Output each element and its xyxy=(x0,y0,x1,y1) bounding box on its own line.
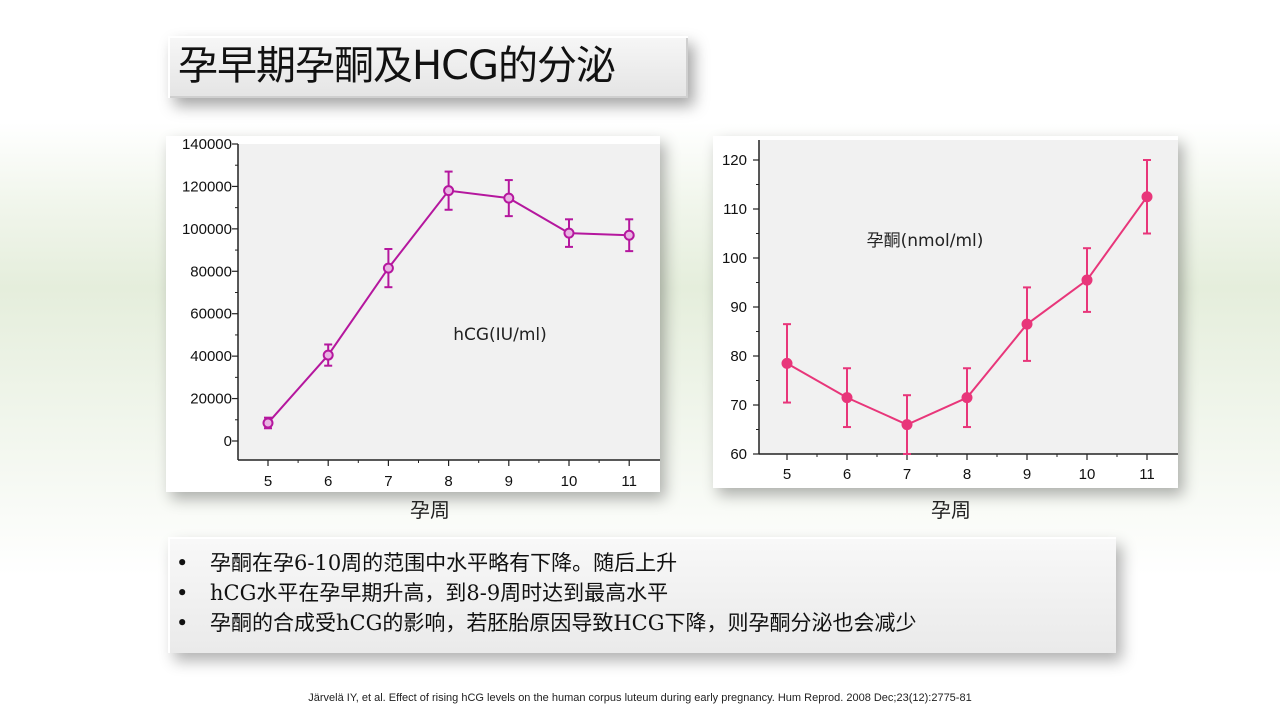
progesterone-x-axis-title: 孕周 xyxy=(931,498,971,522)
data-point xyxy=(781,357,793,369)
data-point xyxy=(1021,318,1033,330)
y-tick-label: 70 xyxy=(730,397,747,414)
series-annotation: hCG(IU/ml) xyxy=(453,325,547,345)
x-tick-label: 10 xyxy=(1079,466,1096,483)
bullet-item: • 孕酮在孕6-10周的范围中水平略有下降。随后上升 xyxy=(176,548,917,578)
y-tick-label: 60000 xyxy=(190,306,232,323)
x-tick-label: 6 xyxy=(843,466,851,483)
x-tick-label: 8 xyxy=(444,473,452,490)
x-tick-label: 11 xyxy=(1139,466,1155,483)
y-tick-label: 100 xyxy=(722,250,747,267)
y-tick-label: 80000 xyxy=(190,263,232,280)
y-tick-label: 120 xyxy=(722,152,747,169)
citation: Järvelä IY, et al. Effect of rising hCG … xyxy=(308,692,972,704)
data-point xyxy=(382,262,394,274)
title-box xyxy=(168,36,688,98)
data-point xyxy=(262,417,274,429)
slide-title: 孕早期孕酮及HCG的分泌 xyxy=(178,43,616,89)
x-tick-label: 8 xyxy=(963,466,971,483)
data-point xyxy=(1141,191,1153,203)
bullet-item: • hCG水平在孕早期升高，到8-9周时达到最高水平 xyxy=(176,578,917,608)
y-tick-label: 100000 xyxy=(182,221,232,238)
y-tick-label: 110 xyxy=(723,201,747,218)
x-tick-label: 9 xyxy=(1023,466,1031,483)
bullet-marker: • xyxy=(176,581,189,605)
plot-area xyxy=(759,140,1178,454)
data-point xyxy=(901,419,913,431)
bullet-marker: • xyxy=(176,551,189,575)
series-annotation: 孕酮(nmol/ml) xyxy=(867,231,984,251)
y-tick-label: 0 xyxy=(224,433,232,450)
x-tick-label: 11 xyxy=(621,473,637,490)
bullet-text: hCG水平在孕早期升高，到8-9周时达到最高水平 xyxy=(210,581,669,605)
hcg-x-axis-title: 孕周 xyxy=(410,498,450,522)
y-tick-label: 60 xyxy=(730,446,747,463)
data-point xyxy=(841,392,853,404)
y-tick-label: 140000 xyxy=(182,136,232,153)
bullet-text: 孕酮在孕6-10周的范围中水平略有下降。随后上升 xyxy=(210,551,678,575)
bullet-marker: • xyxy=(176,611,189,635)
y-tick-label: 40000 xyxy=(190,348,232,365)
x-tick-label: 9 xyxy=(505,473,513,490)
progesterone-chart: 60 70 80 90 100 110 120 5 6 7 8 9 10 11 孕酮(nmol/ml) xyxy=(722,140,1178,483)
data-point xyxy=(443,185,455,197)
data-point xyxy=(503,192,515,204)
y-tick-label: 80 xyxy=(730,348,747,365)
x-tick-label: 7 xyxy=(384,473,392,490)
y-tick-label: 90 xyxy=(730,299,747,316)
hcg-chart: 0 20000 40000 60000 80000 100000 120000 140000 5… xyxy=(182,136,660,490)
data-point xyxy=(322,349,334,361)
y-tick-label: 120000 xyxy=(182,178,232,195)
bullet-item: • 孕酮的合成受hCG的影响，若胚胎原因导致HCG下降，则孕酮分泌也会减少 xyxy=(176,608,917,638)
x-tick-label: 6 xyxy=(324,473,332,490)
data-point xyxy=(961,392,973,404)
data-point xyxy=(563,227,575,239)
summary-bullets: • 孕酮在孕6-10周的范围中水平略有下降。随后上升 • hCG水平在孕早期升高，到… xyxy=(176,548,917,638)
x-tick-label: 10 xyxy=(561,473,578,490)
x-tick-label: 5 xyxy=(264,473,272,490)
bullet-text: 孕酮的合成受hCG的影响，若胚胎原因导致HCG下降，则孕酮分泌也会减少 xyxy=(210,611,917,635)
hcg-chart-panel: 0 20000 40000 60000 80000 100000 120000 140000 5… xyxy=(166,136,660,492)
y-tick-label: 20000 xyxy=(190,391,232,408)
data-point xyxy=(1081,274,1093,286)
data-point xyxy=(623,229,635,241)
progesterone-chart-panel: 60 70 80 90 100 110 120 5 6 7 8 9 10 11 孕酮(nmol/ml) xyxy=(713,136,1178,488)
summary-box xyxy=(168,537,1116,653)
x-tick-label: 7 xyxy=(903,466,911,483)
x-tick-label: 5 xyxy=(783,466,791,483)
